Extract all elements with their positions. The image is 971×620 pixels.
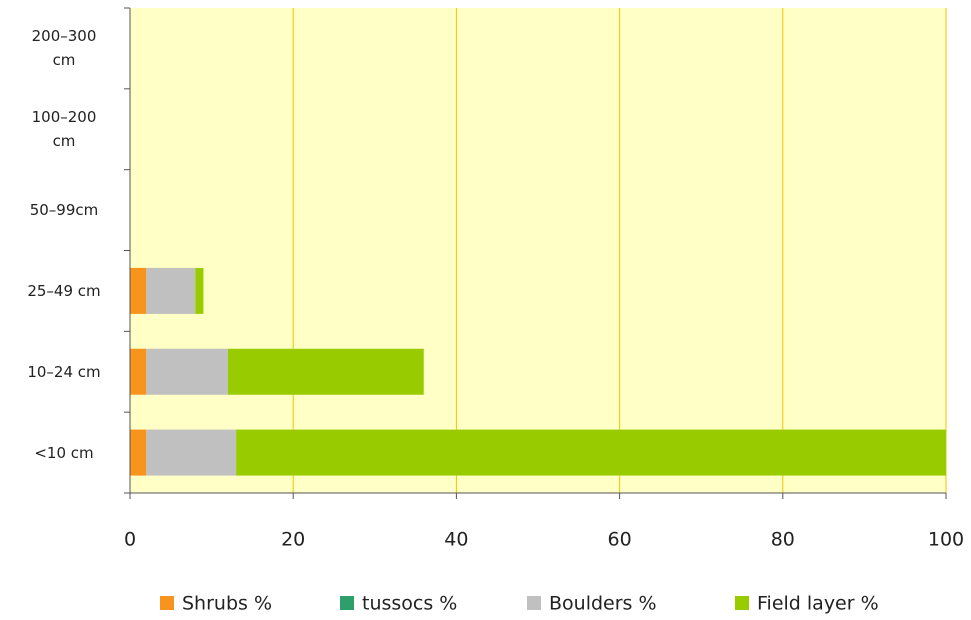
y-tick-label: 100–200 cm	[31, 108, 97, 151]
y-tick-label: 200–300 cm	[31, 27, 97, 70]
y-tick-label: 50–99cm	[29, 201, 99, 220]
bar-segment	[130, 429, 147, 476]
legend-swatch	[735, 596, 749, 610]
bar-segment	[146, 267, 196, 314]
plot-background	[130, 8, 946, 493]
legend-label: Boulders %	[549, 593, 657, 615]
bar-segment	[236, 429, 946, 476]
legend-swatch	[340, 596, 354, 610]
bar-segment	[227, 348, 424, 395]
x-tick-label: 100	[928, 529, 964, 551]
bar-segment	[146, 429, 237, 476]
y-tick-label: 10–24 cm	[27, 362, 101, 381]
x-tick-label: 20	[281, 529, 305, 551]
x-tick-label: 80	[771, 529, 795, 551]
x-tick-label: 0	[124, 529, 136, 551]
legend-label: tussocs %	[362, 593, 457, 615]
x-tick-label: 60	[608, 529, 632, 551]
y-tick-label: <10 cm	[34, 443, 94, 462]
legend-label: Field layer %	[757, 593, 879, 615]
bar-segment	[130, 267, 147, 314]
bar-segment	[130, 348, 147, 395]
legend-swatch	[527, 596, 541, 610]
bar-segment	[195, 267, 204, 314]
x-tick-label: 40	[444, 529, 468, 551]
legend-label: Shrubs %	[182, 593, 272, 615]
bar-segment	[146, 348, 228, 395]
legend-swatch	[160, 596, 174, 610]
y-tick-label: 25–49 cm	[27, 281, 101, 300]
